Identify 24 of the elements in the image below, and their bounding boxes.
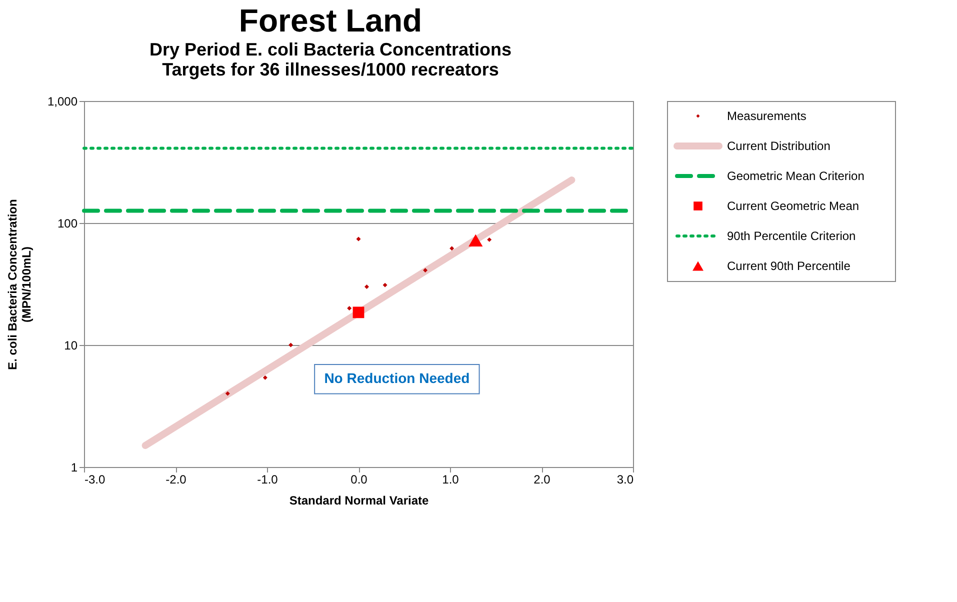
annotation: No Reduction Needed	[324, 370, 470, 386]
x-tick-label: 3.0	[616, 472, 634, 486]
text: (MPN/100mL)	[19, 246, 34, 323]
legend-label: Current Geometric Mean	[727, 199, 860, 213]
y-tick-label: 1,000	[47, 94, 78, 108]
legend-label: Current 90th Percentile	[727, 259, 851, 273]
x-axis-title: Standard Normal Variate	[289, 494, 430, 508]
legend-label: 90th Percentile Criterion	[727, 229, 856, 243]
x-tick-label: -1.0	[257, 472, 278, 486]
legend-label: Measurements	[727, 109, 806, 123]
chart-title: Forest Land	[238, 2, 422, 38]
x-tick-label: 0.0	[350, 472, 368, 486]
text: E. coli Bacteria Concentration	[5, 199, 20, 370]
x-tick-label: -3.0	[84, 472, 106, 486]
legend-label: Current Distribution	[727, 139, 830, 153]
x-tick-label: 1.0	[442, 472, 460, 486]
text: Dry Period E. coli Bacteria Concentrations	[149, 40, 512, 60]
y-tick-label: 100	[57, 216, 78, 230]
x-tick-label: 2.0	[534, 472, 551, 486]
y-tick-label: 1	[70, 460, 78, 474]
legend-label: Geometric Mean Criterion	[727, 169, 864, 183]
text: Targets for 36 illnesses/1000 recreators	[162, 60, 499, 80]
x-tick-label: -2.0	[166, 472, 187, 486]
y-tick-label: 10	[64, 338, 78, 352]
